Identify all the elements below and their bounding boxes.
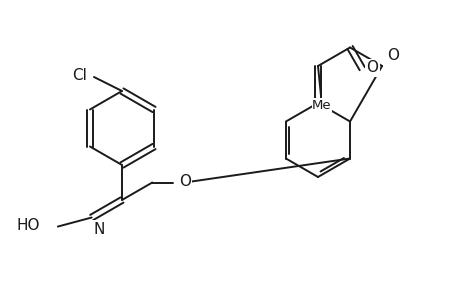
Text: O: O: [386, 48, 398, 63]
Text: HO: HO: [17, 218, 40, 233]
Text: N: N: [94, 221, 105, 236]
Text: O: O: [179, 174, 190, 189]
Text: O: O: [365, 60, 377, 75]
Text: Cl: Cl: [73, 68, 87, 82]
Text: Me: Me: [312, 99, 331, 112]
